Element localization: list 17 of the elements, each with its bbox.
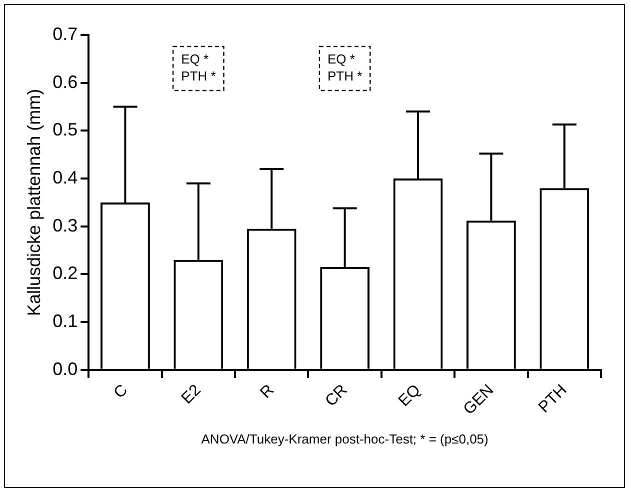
text: ANOVA/Tukey-Kramer post-hoc-Test; * = (p≤0,05): [201, 432, 488, 447]
y-tick-label: 0.5: [52, 120, 78, 140]
x-tick-label: E2: [178, 382, 204, 408]
y-tick-label: 0.2: [52, 263, 78, 284]
y-tick-label: 0.4: [52, 168, 78, 188]
y-tick-label: 0.6: [52, 72, 78, 92]
x-tick-label: CR: [322, 382, 351, 410]
y-tick-label: 0.3: [52, 215, 78, 236]
y-tick-label: 0.7: [52, 24, 78, 44]
x-tick-label: C: [110, 382, 132, 402]
y-axis-title: Kallusdicke plattennah (mm): [24, 88, 44, 316]
x-tick-label: R: [257, 382, 278, 402]
x-tick-label: EQ: [396, 382, 424, 410]
y-tick-label: 0.1: [52, 311, 78, 332]
annotation: EQ * PTH *: [327, 52, 362, 84]
annotation: EQ * PTH *: [181, 52, 216, 84]
y-tick-label: 0.0: [52, 358, 78, 379]
